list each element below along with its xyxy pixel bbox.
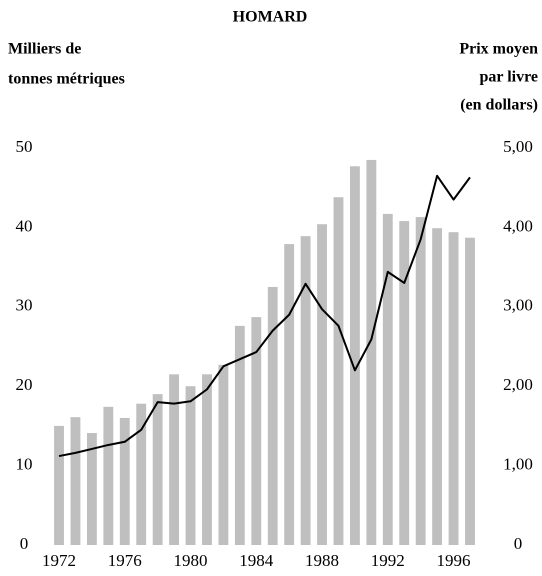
y-axis-label: Milliers de <box>8 41 81 58</box>
y-tick-label: 10 <box>16 455 33 474</box>
x-tick-label: 1980 <box>174 551 208 570</box>
bar <box>234 325 245 545</box>
bar <box>136 403 147 545</box>
bar <box>152 394 163 545</box>
x-tick-label: 1984 <box>239 551 274 570</box>
y2-axis-label: Prix moyen <box>459 41 538 58</box>
bar <box>103 406 114 545</box>
bar <box>465 237 475 546</box>
price-line <box>58 174 471 458</box>
bar <box>382 213 393 546</box>
y2-tick-label: 3,00 <box>503 296 533 315</box>
bar <box>415 217 426 545</box>
y2-tick-label: 4,00 <box>503 216 533 235</box>
bar <box>349 166 360 545</box>
bar <box>169 374 180 545</box>
y-tick-label: 30 <box>16 296 33 315</box>
bar <box>86 433 97 545</box>
bar <box>251 317 262 545</box>
y2-tick-label: 0 <box>514 534 523 553</box>
bar <box>448 232 459 545</box>
bar <box>54 425 64 545</box>
bar <box>317 224 327 545</box>
bar <box>218 364 229 545</box>
bar <box>399 221 410 545</box>
x-tick-label: 1992 <box>371 551 405 570</box>
bar <box>333 197 344 545</box>
y-tick-label: 50 <box>16 137 33 156</box>
bar <box>366 159 377 545</box>
y2-axis-label: (en dollars) <box>460 97 538 114</box>
y-tick-label: 0 <box>20 534 29 553</box>
bar <box>267 286 278 545</box>
bar <box>119 417 130 545</box>
x-tick-label: 1988 <box>305 551 339 570</box>
y2-tick-label: 1,00 <box>503 455 533 474</box>
x-tick-label: 1996 <box>437 551 471 570</box>
y-tick-label: 40 <box>16 216 33 235</box>
chart-title: HOMARD <box>233 9 308 26</box>
bar <box>300 236 311 545</box>
bar <box>432 228 443 545</box>
y2-axis-label: par livre <box>479 69 538 86</box>
bar <box>202 374 212 545</box>
bar <box>70 417 81 545</box>
x-tick-label: 1972 <box>42 551 76 570</box>
bar <box>284 244 295 545</box>
y2-tick-label: 5,00 <box>503 137 533 156</box>
x-tick-label: 1976 <box>108 551 142 570</box>
y2-tick-label: 2,00 <box>503 375 533 394</box>
bar <box>185 386 196 545</box>
y-axis-label: tonnes métriques <box>8 71 125 88</box>
y-tick-label: 20 <box>16 375 33 394</box>
